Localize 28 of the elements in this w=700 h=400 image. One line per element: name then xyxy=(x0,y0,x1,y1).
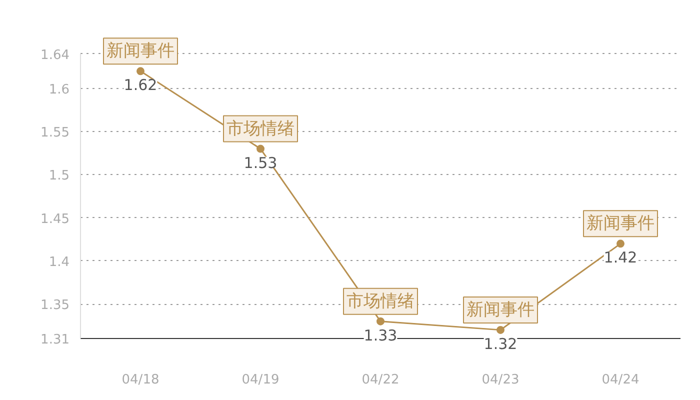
data-label: 1.53 xyxy=(244,154,278,172)
x-tick-label: 04/24 xyxy=(602,372,640,388)
data-label: 1.32 xyxy=(484,334,518,353)
point xyxy=(496,326,504,334)
y-tick-label: 1.6 xyxy=(48,82,70,98)
x-tick-label: 04/23 xyxy=(482,372,520,388)
point xyxy=(376,317,384,326)
y-tick-label: 1.35 xyxy=(40,298,70,314)
annotation: 新闻事件 xyxy=(466,300,534,320)
y-tick-label: 1.64 xyxy=(40,48,70,63)
y-tick-label: 1.31 xyxy=(40,332,70,348)
y-tick-label: 1.5 xyxy=(48,168,70,184)
data-label: 1.42 xyxy=(604,248,638,267)
point xyxy=(256,144,264,153)
annotation: 新闻事件 xyxy=(106,41,174,62)
y-tick-label: 1.55 xyxy=(40,126,70,141)
x-tick-label: 04/22 xyxy=(362,372,400,388)
data-label: 1.62 xyxy=(124,76,158,94)
annotation: 新闻事件 xyxy=(586,214,654,234)
x-tick-label: 04/18 xyxy=(122,372,160,388)
point xyxy=(616,240,624,248)
point xyxy=(136,67,144,76)
data-label: 1.33 xyxy=(364,326,398,344)
annotation: 市场情绪 xyxy=(226,118,294,139)
y-tick-label: 1.4 xyxy=(48,254,70,270)
annotation: 市场情绪 xyxy=(346,291,414,312)
x-tick-label: 04/19 xyxy=(242,372,280,388)
y-tick-label: 1.45 xyxy=(40,212,70,227)
